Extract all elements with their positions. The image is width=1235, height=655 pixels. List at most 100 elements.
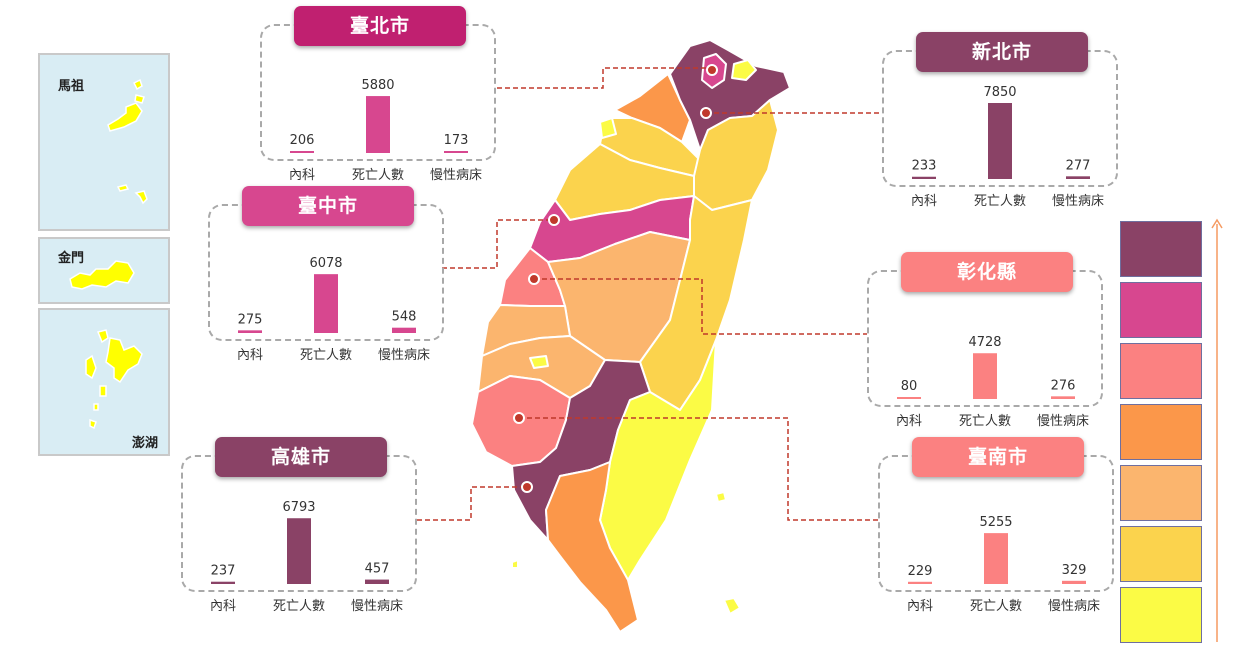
- bar-category-label: 內科: [911, 194, 937, 209]
- legend-swatch-2: [1120, 282, 1202, 338]
- bar-1: [984, 533, 1008, 584]
- bar-0: [912, 176, 936, 179]
- bar-category-label: 內科: [289, 168, 315, 183]
- bar-category-label: 死亡人數: [970, 599, 1022, 614]
- bar-value-label: 173: [444, 133, 469, 148]
- panel-kaohsiung: 高雄市 237 內科 6793 死亡人數 457 慢性病床: [181, 437, 417, 614]
- leader-changhua: [534, 278, 867, 335]
- region-taitung: [599, 339, 717, 581]
- bar-category-label: 慢性病床: [1048, 598, 1100, 614]
- panel-tainan: 臺南市 229 內科 5255 死亡人數 329 慢性病床: [878, 437, 1114, 614]
- panel-title: 臺北市: [294, 6, 466, 46]
- panel-bar-chart: 275 內科 6078 死亡人數 548 慢性病床: [237, 256, 430, 363]
- marker-changhua: [528, 273, 540, 285]
- marker-tainan: [513, 412, 525, 424]
- bar-category-label: 死亡人數: [273, 599, 325, 614]
- bar-category-label: 死亡人數: [974, 194, 1026, 209]
- marker-taichung: [548, 214, 560, 226]
- region-liuqiu: [511, 559, 519, 569]
- bar-2: [392, 327, 416, 333]
- bar-category-label: 內科: [896, 414, 922, 429]
- bar-0: [908, 581, 932, 584]
- bar-value-label: 275: [238, 312, 263, 327]
- legend-swatch-3: [1120, 343, 1202, 399]
- inset-penghu: 澎湖: [38, 308, 170, 456]
- matsu-islands: [107, 78, 148, 205]
- bar-category-label: 內科: [907, 599, 933, 614]
- bar-2: [1066, 176, 1090, 179]
- bar-2: [444, 151, 468, 153]
- region-pingtung: [545, 461, 639, 633]
- panel-bar-chart: 80 內科 4728 死亡人數 276 慢性病床: [896, 335, 1089, 429]
- bar-value-label: 233: [912, 159, 937, 174]
- bar-1: [973, 353, 997, 399]
- panel-bar-chart: 233 內科 7850 死亡人數 277 慢性病床: [911, 85, 1104, 209]
- bar-value-label: 206: [290, 133, 315, 148]
- leader-tainan: [519, 417, 878, 521]
- marker-taipei: [706, 64, 718, 76]
- panel-taipei: 臺北市 206 內科 5880 死亡人數 173 慢性病床: [260, 6, 496, 183]
- bar-category-label: 慢性病床: [378, 347, 430, 363]
- bar-category-label: 慢性病床: [430, 167, 482, 183]
- marker-kaohsiung: [521, 481, 533, 493]
- bar-0: [238, 330, 262, 333]
- marker-new-taipei: [700, 107, 712, 119]
- legend-swatch-6: [1120, 526, 1202, 582]
- panel-title: 新北市: [916, 32, 1088, 72]
- bar-value-label: 6078: [309, 256, 342, 271]
- region-hsinchu-city: [599, 117, 617, 139]
- bar-value-label: 237: [211, 564, 236, 579]
- bar-value-label: 277: [1066, 158, 1091, 173]
- panel-title: 臺南市: [912, 437, 1084, 477]
- bar-value-label: 457: [365, 562, 390, 577]
- bar-category-label: 慢性病床: [1052, 193, 1104, 209]
- panel-new-taipei: 新北市 233 內科 7850 死亡人數 277 慢性病床: [882, 32, 1118, 209]
- leader-taichung: [442, 219, 554, 269]
- bar-1: [366, 96, 390, 153]
- bar-value-label: 548: [392, 310, 417, 325]
- leader-taipei: [497, 67, 712, 89]
- penghu-islands: [85, 329, 143, 430]
- inset-label-kinmen: 金門: [58, 251, 85, 266]
- leader-kaohsiung: [417, 486, 527, 521]
- region-green-island: [715, 491, 727, 503]
- bar-1: [988, 103, 1012, 179]
- bar-1: [287, 518, 311, 584]
- panel-bar-chart: 237 內科 6793 死亡人數 457 慢性病床: [210, 500, 403, 614]
- bar-2: [1062, 580, 1086, 584]
- legend-swatch-5: [1120, 465, 1202, 521]
- panel-bar-chart: 229 內科 5255 死亡人數 329 慢性病床: [907, 515, 1100, 614]
- inset-label-matsu: 馬祖: [58, 79, 85, 94]
- region-orchid-island: [723, 597, 741, 615]
- bar-value-label: 7850: [983, 85, 1016, 100]
- region-keelung: [731, 59, 757, 81]
- bar-category-label: 死亡人數: [959, 414, 1011, 429]
- bar-value-label: 276: [1051, 378, 1076, 393]
- bar-category-label: 內科: [210, 599, 236, 614]
- legend-swatch-1: [1120, 221, 1202, 277]
- inset-matsu: 馬祖: [38, 53, 170, 231]
- bar-value-label: 229: [908, 564, 933, 579]
- panel-taichung: 臺中市 275 內科 6078 死亡人數 548 慢性病床: [208, 186, 444, 363]
- panel-bar-chart: 206 內科 5880 死亡人數 173 慢性病床: [289, 78, 482, 183]
- bar-0: [211, 581, 235, 584]
- bar-value-label: 4728: [968, 335, 1001, 350]
- bar-2: [365, 579, 389, 584]
- inset-label-penghu: 澎湖: [132, 436, 159, 451]
- panel-title: 臺中市: [242, 186, 414, 226]
- bar-category-label: 慢性病床: [1037, 413, 1089, 429]
- kinmen-islands: [69, 260, 135, 290]
- bar-category-label: 死亡人數: [352, 168, 404, 183]
- bar-value-label: 329: [1062, 563, 1087, 578]
- bar-category-label: 慢性病床: [351, 598, 403, 614]
- bar-value-label: 80: [901, 379, 918, 394]
- region-chiayi-city: [529, 355, 549, 369]
- panel-title: 高雄市: [215, 437, 387, 477]
- bar-category-label: 死亡人數: [300, 348, 352, 363]
- bar-value-label: 6793: [282, 500, 315, 515]
- bar-2: [1051, 396, 1075, 399]
- bar-0: [897, 397, 921, 399]
- panel-title: 彰化縣: [901, 252, 1073, 292]
- legend-arrow-icon: [1211, 218, 1223, 642]
